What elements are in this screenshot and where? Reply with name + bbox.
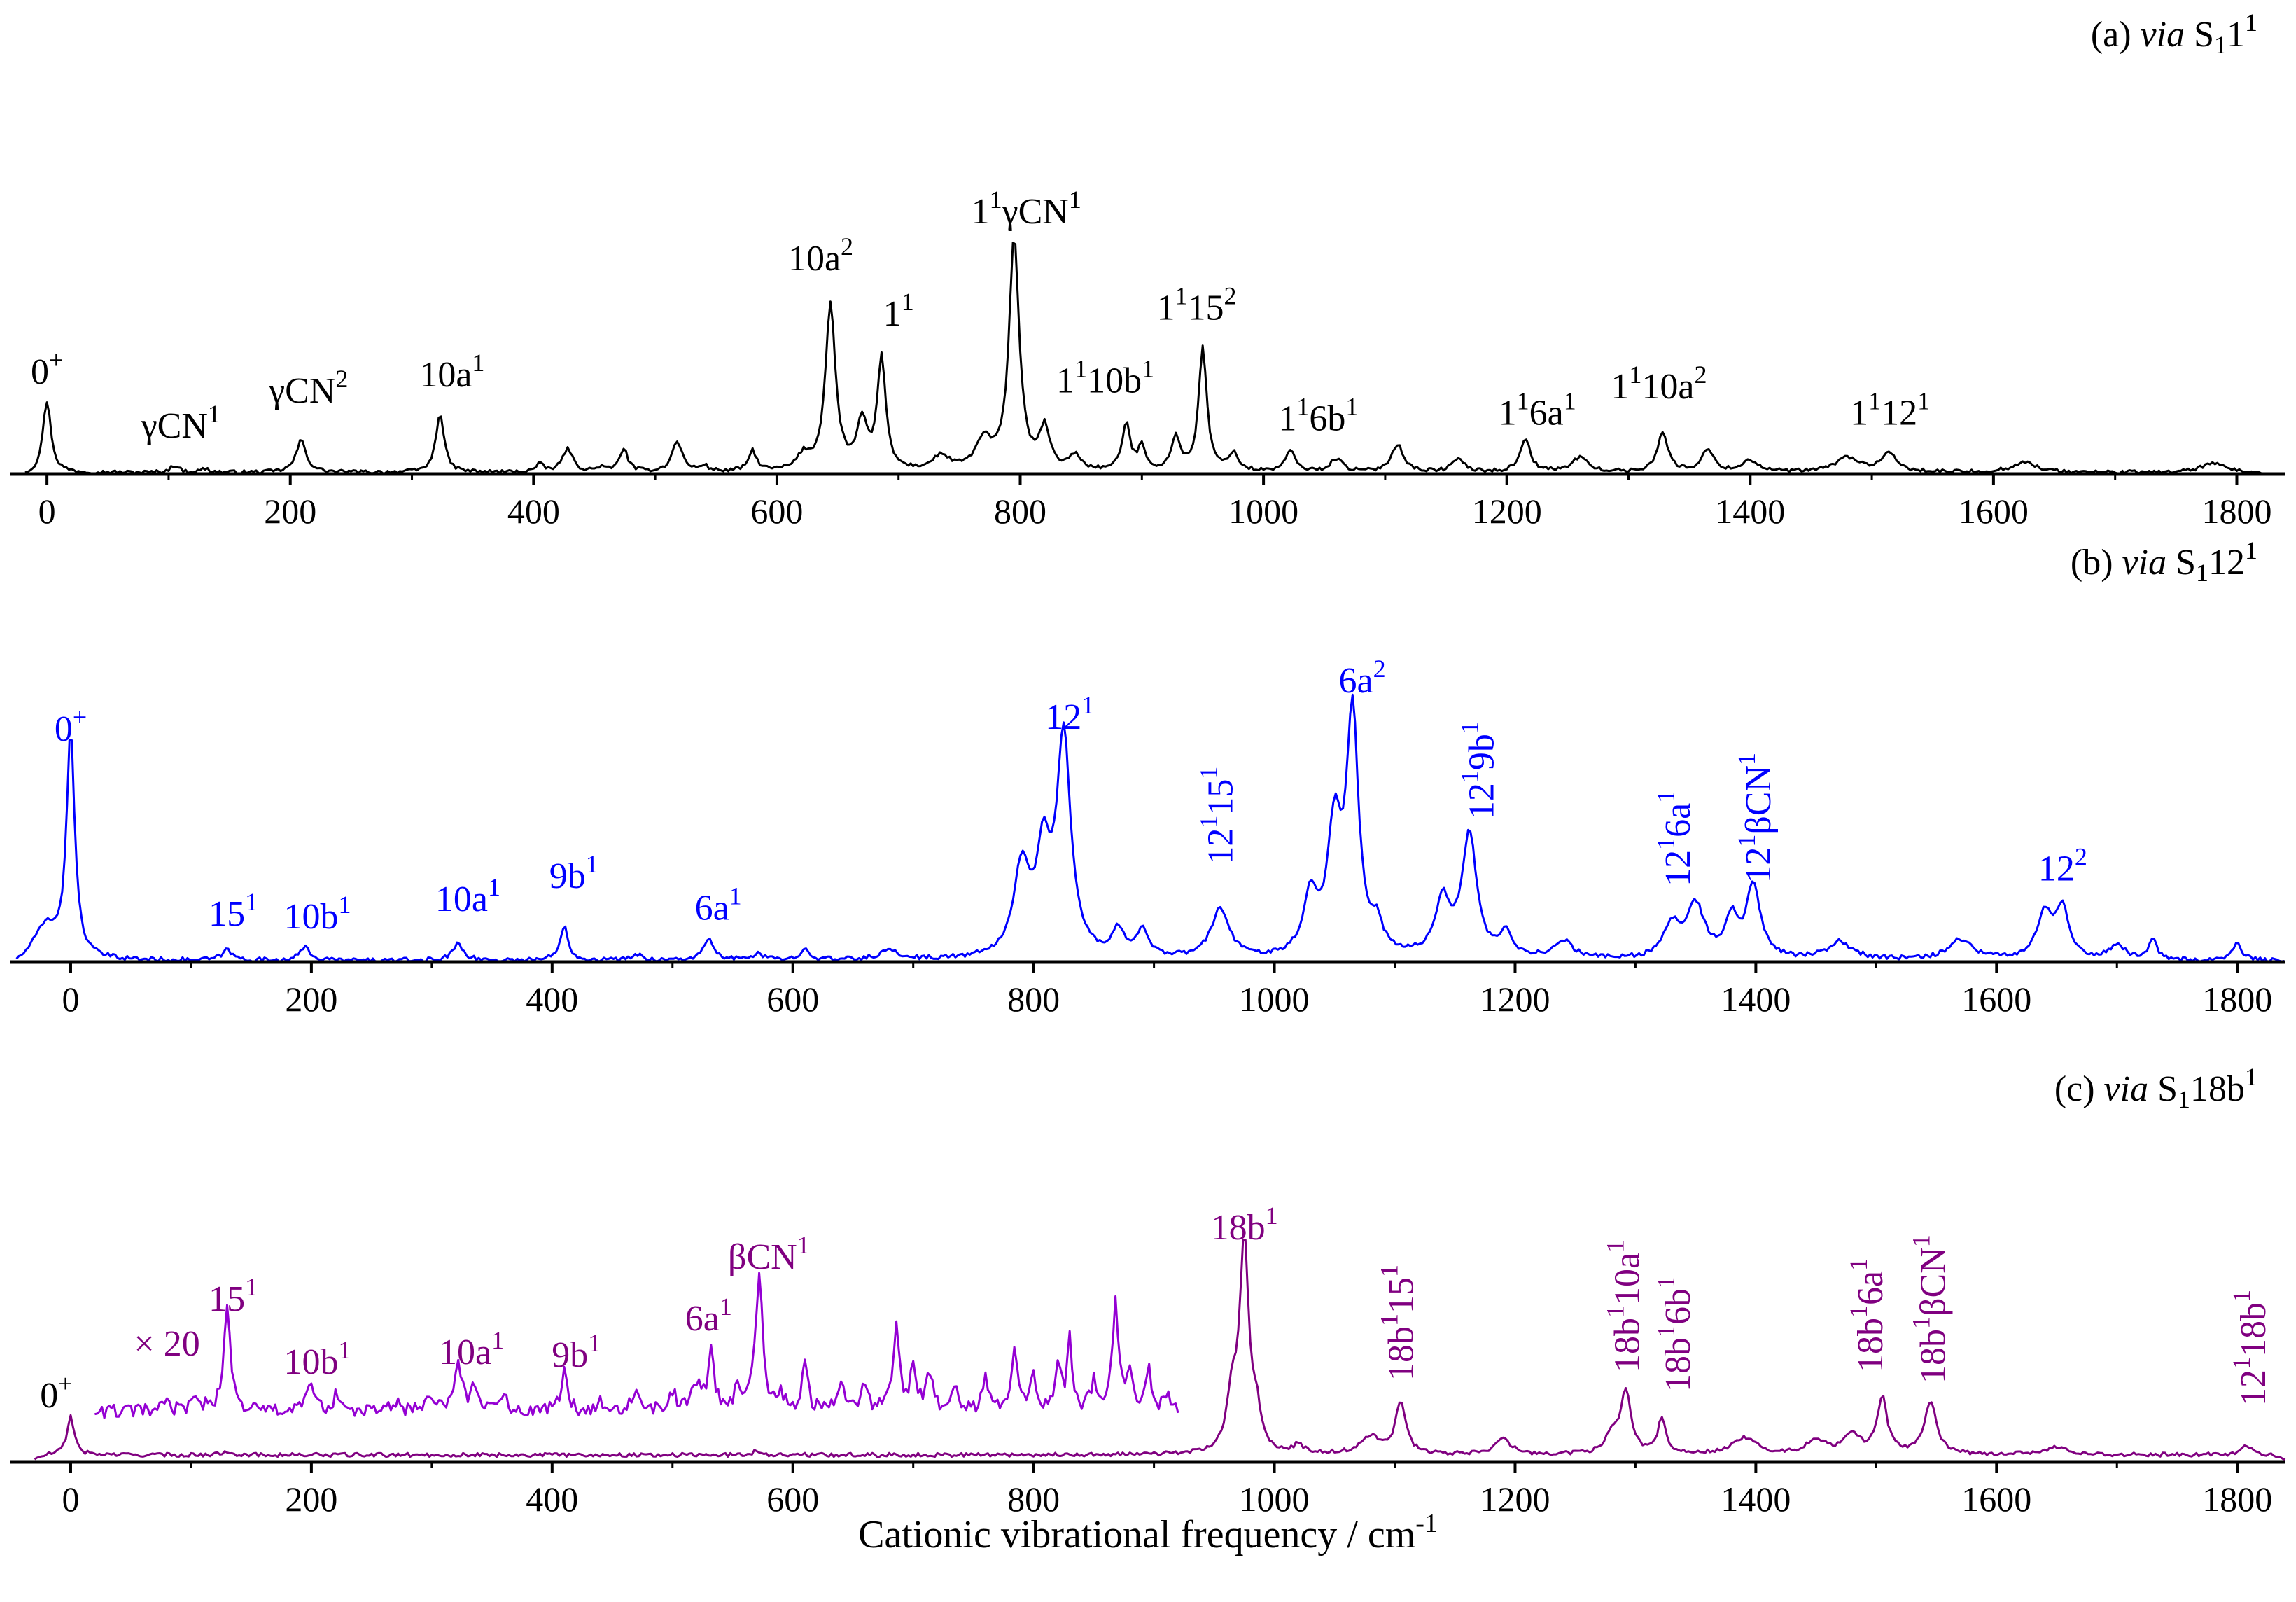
peak-label-c-12: 18b16a1 — [1844, 1258, 1891, 1372]
peak-label-b-1: 151 — [209, 888, 258, 934]
peak-label-b-0: 0+ — [55, 703, 87, 749]
peak-label-c-4: 10a1 — [439, 1326, 504, 1372]
panel-b-ticks: 0 200 400 600 800 1000 1200 1400 1600 1800 — [62, 962, 2272, 1019]
series-line-c-0 — [34, 1239, 2286, 1461]
x-tick-label-600: 600 — [766, 1479, 819, 1519]
peak-label-c-13: 18b1βCN1 — [1907, 1234, 1953, 1384]
series-line-c-1 — [94, 1272, 1180, 1419]
peak-label-a-4: 10a2 — [788, 232, 853, 279]
x-tick-label-800: 800 — [1007, 1479, 1060, 1519]
panel-b: 0+ 151 10b1 10a1 9b1 6a1 121 121151 6a2 1219b1 121… — [10, 536, 2286, 1019]
x-tick-label-400: 400 — [507, 492, 560, 531]
peak-label-b-4: 9b1 — [550, 850, 598, 896]
panel-c-axis: 0 200 400 600 800 1000 1200 1400 1600 1800 — [10, 1460, 2286, 1519]
peak-label-a-9: 116b1 — [1278, 393, 1358, 439]
peak-label-b-5: 6a1 — [695, 882, 742, 928]
peak-label-c-9: 18b1151 — [1375, 1265, 1421, 1381]
peak-label-a-1: γCN1 — [141, 400, 220, 446]
x-tick-label-1600: 1600 — [1961, 980, 2031, 1019]
x-tick-label-1400: 1400 — [1721, 980, 1791, 1019]
x-tick-label-0: 0 — [62, 980, 79, 1019]
x-tick-label-1200: 1200 — [1480, 980, 1550, 1019]
x-tick-label-1400: 1400 — [1715, 492, 1785, 531]
peak-label-a-0: 0+ — [31, 346, 63, 392]
peak-label-c-0: 0+ — [40, 1370, 72, 1416]
panel-a-title: (a) via S111 — [2091, 8, 2258, 59]
x-tick-label-600: 600 — [766, 980, 819, 1019]
peak-label-b-11: 121βCN1 — [1732, 753, 1779, 884]
x-tick-label-400: 400 — [526, 980, 578, 1019]
peak-label-c-14: 12118b1 — [2227, 1290, 2274, 1406]
peak-label-b-9: 1219b1 — [1456, 721, 1502, 819]
panel-a-ticks: 0 200 400 600 800 1000 1200 1400 1600 1800 — [38, 474, 2272, 531]
x-tick-label-200: 200 — [264, 492, 316, 531]
peak-label-c-5: 9b1 — [552, 1329, 601, 1375]
x-tick-label-200: 200 — [285, 980, 337, 1019]
x-tick-label-1000: 1000 — [1228, 492, 1298, 531]
panel-b-axis: 0 200 400 600 800 1000 1200 1400 1600 1800 — [10, 960, 2286, 1019]
x-tick-label-1600: 1600 — [1959, 492, 2029, 531]
peak-label-a-11: 1110a2 — [1611, 361, 1707, 407]
peak-label-b-7: 121151 — [1194, 767, 1240, 865]
peak-label-a-7: 1110b1 — [1056, 355, 1154, 401]
peak-label-b-3: 10a1 — [435, 873, 500, 919]
panel-b-labels: 0+ 151 10b1 10a1 9b1 6a1 121 121151 6a2 1219b1 121… — [55, 655, 2087, 937]
x-axis-title: Cationic vibrational frequency / cm-1 — [858, 1509, 1438, 1556]
peak-label-b-6: 121 — [1045, 691, 1094, 737]
peak-label-b-2: 10b1 — [284, 891, 351, 937]
x-tick-label-1000: 1000 — [1240, 980, 1310, 1019]
peak-label-a-10: 116a1 — [1499, 386, 1576, 433]
panel-c-title: (c) via S118b1 — [2054, 1063, 2258, 1113]
x-tick-label-1400: 1400 — [1721, 1479, 1791, 1519]
x-tick-label-400: 400 — [526, 1479, 578, 1519]
panel-b-title: (b) via S1121 — [2071, 536, 2258, 587]
peak-label-a-8: 11152 — [1157, 282, 1237, 328]
x-tick-label-1600: 1600 — [1961, 1479, 2031, 1519]
panel-a-axis: 0 200 400 600 800 1000 1200 1400 1600 1800 — [10, 472, 2286, 531]
x-tick-label-600: 600 — [750, 492, 803, 531]
x-tick-label-0: 0 — [62, 1479, 79, 1519]
x-tick-label-200: 200 — [285, 1479, 337, 1519]
peak-label-a-6: 11γCN1 — [972, 186, 1082, 232]
x-tick-label-800: 800 — [994, 492, 1046, 531]
peak-label-c-11: 18b16b1 — [1652, 1276, 1698, 1392]
x-tick-label-1800: 1800 — [2202, 492, 2272, 531]
peak-label-c-7: βCN1 — [728, 1231, 810, 1277]
x-tick-label-0: 0 — [38, 492, 56, 531]
peak-label-a-12: 11121 — [1850, 386, 1930, 433]
peak-label-a-3: 10a1 — [419, 349, 484, 395]
x-tick-label-1000: 1000 — [1240, 1479, 1310, 1519]
peak-label-c-3: 10b1 — [284, 1336, 351, 1382]
peak-label-c-1: × 20 — [134, 1324, 200, 1364]
peak-label-b-10: 1216a1 — [1652, 790, 1698, 886]
panel-c-plot — [34, 1239, 2286, 1461]
peak-label-c-8: 18b1 — [1211, 1202, 1278, 1248]
x-tick-label-800: 800 — [1007, 980, 1060, 1019]
peak-label-a-5: 11 — [883, 288, 914, 334]
peak-label-c-6: 6a1 — [685, 1293, 732, 1339]
panel-c-ticks: 0 200 400 600 800 1000 1200 1400 1600 1800 — [62, 1462, 2272, 1519]
x-tick-label-1200: 1200 — [1480, 1479, 1550, 1519]
x-tick-label-1800: 1800 — [2202, 980, 2272, 1019]
peak-label-c-2: 151 — [209, 1273, 258, 1319]
peak-label-c-10: 18b110a1 — [1602, 1240, 1648, 1372]
peak-label-b-12: 122 — [2038, 843, 2087, 889]
peak-label-b-8: 6a2 — [1339, 655, 1386, 701]
peak-label-a-2: γCN2 — [268, 365, 348, 411]
x-tick-label-1800: 1800 — [2202, 1479, 2272, 1519]
x-tick-label-1200: 1200 — [1472, 492, 1542, 531]
